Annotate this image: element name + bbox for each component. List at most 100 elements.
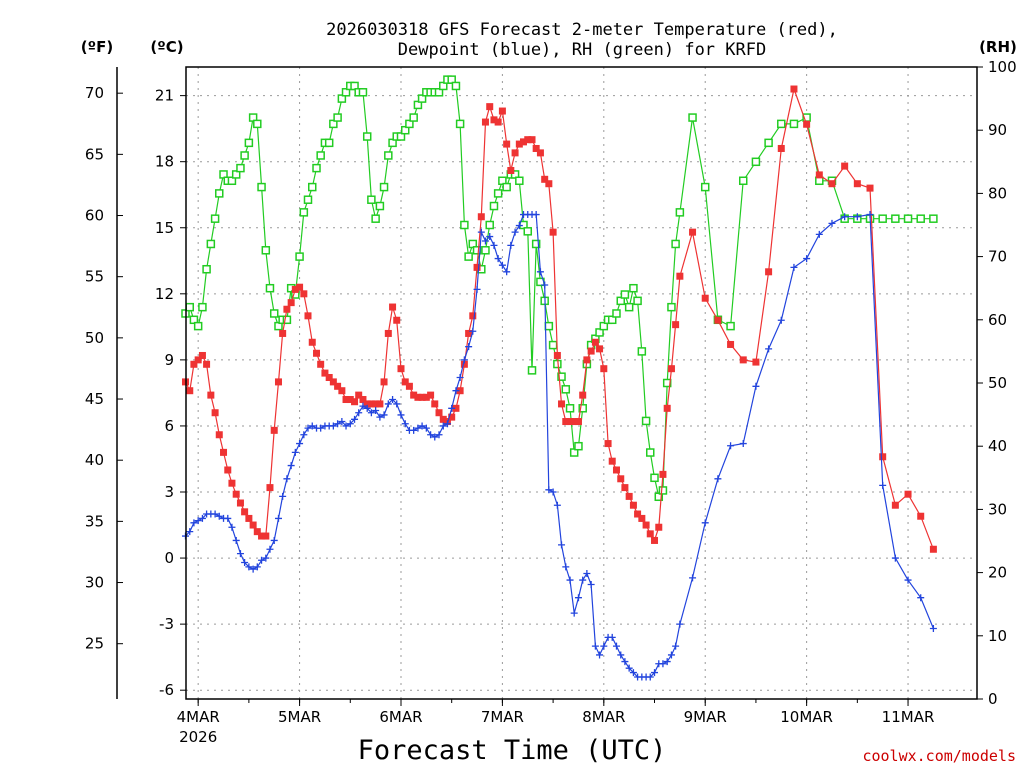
dewpoint-point bbox=[515, 222, 523, 230]
relative-humidity-point bbox=[489, 201, 499, 211]
fahrenheit-tick-label: 40 bbox=[85, 451, 104, 469]
temperature-point bbox=[300, 290, 308, 298]
dewpoint-point bbox=[469, 327, 477, 335]
temperature-point bbox=[410, 391, 418, 399]
relative-humidity-point bbox=[612, 309, 621, 318]
dewpoint-point bbox=[270, 536, 278, 544]
dewpoint-point bbox=[443, 420, 451, 428]
temperature-point bbox=[270, 426, 278, 434]
temperature-point bbox=[777, 144, 785, 152]
relative-humidity-point bbox=[202, 264, 211, 274]
dewpoint-point bbox=[334, 420, 342, 428]
temperature-point bbox=[891, 501, 899, 509]
temperature-point bbox=[570, 418, 578, 426]
celsius-tick-label: 3 bbox=[164, 483, 174, 501]
dewpoint-point bbox=[317, 424, 325, 432]
temperature-point bbox=[667, 365, 675, 373]
time-year-label: 2026 bbox=[179, 728, 217, 746]
dewpoint-point bbox=[904, 576, 912, 584]
temperature-point bbox=[752, 358, 760, 366]
relative-humidity-point bbox=[929, 214, 938, 223]
relative-humidity-point bbox=[726, 321, 735, 331]
relative-humidity-point bbox=[510, 170, 520, 179]
dewpoint-point bbox=[228, 523, 236, 531]
rh-tick-label: 80 bbox=[988, 184, 1007, 202]
temperature-point bbox=[553, 351, 561, 359]
temperature-point bbox=[422, 393, 430, 401]
temperature-point bbox=[655, 523, 663, 531]
dewpoint-point bbox=[498, 261, 506, 269]
dewpoint-point bbox=[765, 345, 773, 353]
dewpoint-point bbox=[410, 426, 418, 434]
temperature-point bbox=[198, 351, 206, 359]
relative-humidity-point bbox=[675, 208, 685, 217]
temperature-point bbox=[486, 103, 494, 111]
temperature-point bbox=[194, 356, 202, 364]
fahrenheit-tick-label: 35 bbox=[85, 512, 104, 530]
temperature-point bbox=[558, 400, 566, 408]
relative-humidity-point bbox=[333, 113, 342, 122]
relative-humidity-point bbox=[493, 189, 503, 198]
dewpoint-point bbox=[258, 556, 266, 564]
dewpoint-point bbox=[431, 433, 439, 441]
relative-humidity-point bbox=[189, 315, 199, 325]
temperature-point bbox=[676, 272, 684, 280]
dewpoint-point bbox=[570, 609, 578, 617]
dewpoint-point bbox=[241, 558, 249, 566]
temperature-point bbox=[228, 479, 236, 487]
temperature-point bbox=[266, 484, 274, 492]
celsius-axis-unit: (ºC) bbox=[150, 38, 183, 56]
dewpoint-point bbox=[917, 594, 925, 602]
temperature-point bbox=[507, 166, 515, 174]
dewpoint-point bbox=[253, 563, 261, 571]
rh-tick-label: 0 bbox=[988, 690, 998, 708]
relative-humidity-point bbox=[624, 302, 634, 312]
credit-text: coolwx.com/models bbox=[862, 747, 1016, 765]
dewpoint-point bbox=[891, 554, 899, 562]
temperature-point bbox=[384, 329, 392, 337]
temperature-point bbox=[308, 338, 316, 346]
temperature-point bbox=[338, 387, 346, 395]
celsius-tick-label: 9 bbox=[164, 351, 174, 369]
temperature-point bbox=[414, 393, 422, 401]
dewpoint-point bbox=[651, 669, 659, 677]
temperature-point bbox=[224, 466, 232, 474]
dewpoint-point bbox=[503, 268, 511, 276]
temperature-point bbox=[220, 448, 228, 456]
temperature-point bbox=[435, 409, 443, 417]
relative-humidity-point bbox=[269, 309, 279, 318]
temperature-point bbox=[579, 391, 587, 399]
temperature-point bbox=[190, 360, 198, 368]
temperature-point bbox=[334, 382, 342, 390]
time-tick-label: 11MAR bbox=[882, 708, 935, 726]
temperature-point bbox=[236, 499, 244, 507]
temperature-point bbox=[562, 418, 570, 426]
dewpoint-point bbox=[617, 651, 625, 659]
dewpoint-point bbox=[672, 642, 680, 650]
dewpoint-series bbox=[181, 211, 937, 681]
relative-humidity-point bbox=[561, 385, 571, 394]
celsius-axis: -6 -3 0 3 6 9 12 15 18 21 bbox=[155, 87, 186, 699]
relative-humidity-point bbox=[409, 113, 418, 122]
time-tick-label: 4MAR bbox=[177, 708, 220, 726]
relative-humidity-point bbox=[396, 132, 406, 141]
temperature-point bbox=[549, 228, 557, 236]
fahrenheit-tick-label: 25 bbox=[85, 635, 104, 653]
temperature-point bbox=[828, 180, 836, 188]
dewpoint-point bbox=[308, 422, 316, 430]
dewpoint-point bbox=[211, 510, 219, 518]
dewpoint-point bbox=[727, 442, 735, 450]
temperature-point bbox=[287, 299, 295, 307]
dewpoint-point bbox=[596, 651, 604, 659]
relative-humidity-point bbox=[198, 302, 207, 312]
fahrenheit-tick-label: 45 bbox=[85, 390, 104, 408]
relative-humidity-point bbox=[358, 88, 368, 97]
temperature-point bbox=[727, 340, 735, 348]
relative-humidity-point bbox=[878, 214, 887, 223]
dewpoint-point bbox=[351, 415, 359, 423]
dewpoint-point bbox=[376, 413, 384, 421]
celsius-tick-label: 12 bbox=[155, 285, 174, 303]
dewpoint-point bbox=[574, 594, 582, 602]
relative-humidity-point bbox=[219, 170, 228, 179]
dewpoint-point bbox=[481, 237, 489, 245]
